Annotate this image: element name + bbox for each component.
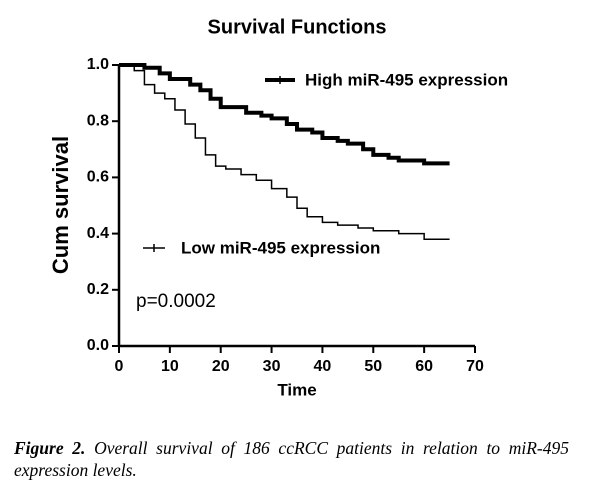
legend-label: High miR-495 expression — [305, 70, 508, 89]
caption-text: Overall survival of 186 ccRCC patients i… — [14, 438, 569, 480]
y-tick-label: 0.8 — [87, 112, 109, 129]
caption-label: Figure 2. — [14, 438, 86, 458]
x-tick-label: 30 — [263, 358, 281, 375]
annotation: p=0.0002 — [136, 291, 216, 312]
x-tick-label: 0 — [115, 358, 124, 375]
chart-title: Survival Functions — [208, 16, 387, 38]
x-tick-label: 40 — [314, 358, 332, 375]
caption: Figure 2. Overall survival of 186 ccRCC … — [14, 437, 569, 481]
x-tick-label: 60 — [415, 358, 433, 375]
x-tick-label: 10 — [161, 358, 179, 375]
y-tick-label: 0.2 — [87, 281, 109, 298]
x-tick-label: 20 — [212, 358, 230, 375]
chart: Survival Functions Time Cum survival p=0… — [48, 16, 508, 399]
y-tick-label: 0.4 — [87, 225, 109, 242]
x-tick-label: 70 — [466, 358, 484, 375]
y-tick-label: 1.0 — [87, 56, 109, 73]
y-tick-label: 0.6 — [87, 169, 109, 186]
y-axis-label: Cum survival — [48, 136, 73, 274]
y-tick-label: 0.0 — [87, 337, 109, 354]
survival-line — [119, 63, 450, 166]
x-tick-label: 50 — [364, 358, 382, 375]
legend-label: Low miR-495 expression — [181, 238, 380, 257]
x-axis-label: Time — [277, 380, 316, 399]
survival-line — [119, 64, 450, 240]
